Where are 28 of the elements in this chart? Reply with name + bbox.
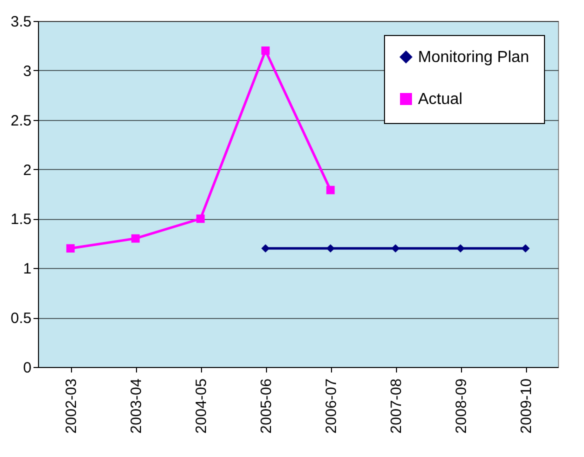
- legend-label: Actual: [418, 91, 462, 108]
- y-tick-label: 1: [23, 260, 32, 278]
- point: [326, 186, 335, 194]
- point: [196, 214, 205, 223]
- point: [261, 46, 270, 55]
- point: [261, 244, 270, 253]
- x-tick-label: 2009-10: [518, 378, 535, 434]
- y-tick-label: 1.5: [10, 211, 32, 228]
- point: [521, 244, 530, 253]
- x-tick-label: 2002-03: [63, 378, 80, 434]
- y-tick-label: 0.5: [10, 310, 32, 328]
- x-tick-label: 2003-04: [128, 378, 145, 434]
- x-tick-label: 2008-09: [453, 378, 470, 434]
- x-tick-label: 2004-05: [193, 378, 210, 434]
- y-tick-label: 3: [23, 62, 32, 80]
- x-tick-label: 2006-07: [323, 378, 340, 434]
- y-tick-label: 2: [23, 162, 32, 179]
- point: [131, 234, 140, 243]
- point: [326, 244, 335, 253]
- y-tick-label: 2.5: [10, 112, 32, 130]
- x-tick-label: 2005-06: [258, 378, 275, 434]
- legend-label: Monitoring Plan: [418, 49, 530, 66]
- y-tick-label: 3.5: [10, 14, 32, 30]
- point: [391, 244, 400, 253]
- y-tick-label: 0: [23, 360, 32, 376]
- point: [456, 244, 465, 253]
- x-tick-label: 2007-08: [388, 378, 405, 434]
- point: [66, 244, 75, 253]
